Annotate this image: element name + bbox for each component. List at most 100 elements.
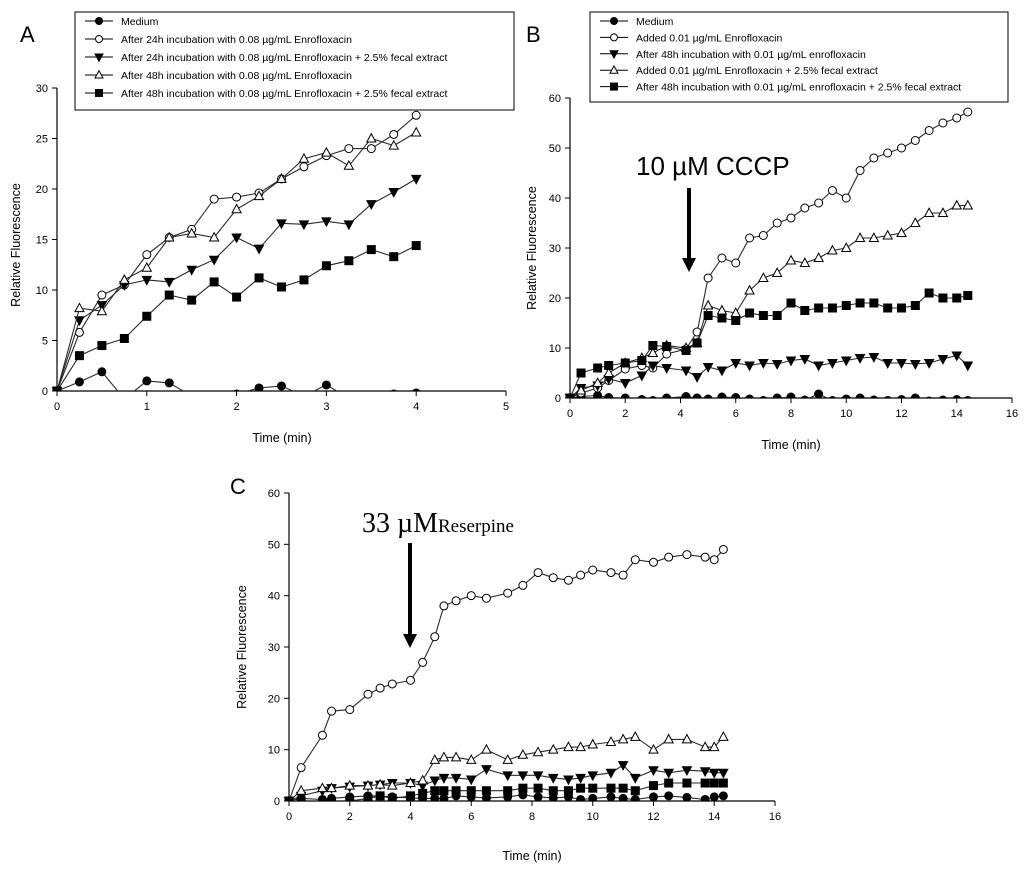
data-point	[466, 786, 476, 796]
data-point	[517, 771, 529, 782]
legend: Medium After 24h incubation with 0.08 µg/…	[74, 11, 515, 111]
data-point	[827, 244, 838, 255]
data-point	[429, 754, 441, 764]
data-point	[410, 174, 422, 185]
series-line	[56, 371, 338, 391]
data-point	[699, 741, 711, 752]
data-point	[343, 220, 355, 231]
y-tick-label: 0	[42, 386, 48, 398]
data-point	[588, 783, 598, 793]
data-point	[786, 298, 796, 308]
legend-entry: Added 0.01 µg/mL Enrofloxacin	[636, 32, 782, 44]
x-tick-label: 4	[413, 401, 419, 413]
data-point	[119, 274, 130, 284]
y-axis-label: Relative Fluorescence	[9, 183, 23, 307]
data-point	[716, 366, 728, 377]
data-point	[254, 383, 264, 391]
data-point	[576, 570, 586, 580]
data-point	[465, 754, 477, 764]
data-point	[681, 733, 693, 744]
legend-marker	[610, 17, 618, 25]
data-point	[321, 146, 332, 157]
data-point	[406, 791, 415, 801]
data-point	[604, 361, 614, 370]
data-point	[232, 192, 242, 202]
data-point	[606, 792, 616, 801]
data-point	[682, 550, 692, 560]
data-point	[925, 396, 933, 398]
series-line	[56, 131, 417, 391]
data-point	[649, 792, 658, 801]
data-point	[661, 364, 673, 374]
x-tick-label: 14	[708, 811, 720, 823]
series-line	[56, 245, 417, 391]
data-point	[681, 346, 691, 355]
data-point	[691, 373, 703, 383]
data-point	[438, 751, 450, 762]
data-point	[909, 217, 921, 227]
data-point	[618, 783, 628, 793]
data-point	[800, 203, 810, 213]
data-point	[344, 256, 354, 266]
data-point	[648, 766, 659, 777]
data-point	[637, 356, 647, 365]
data-point	[232, 292, 242, 302]
data-point	[74, 377, 84, 387]
data-point	[800, 395, 809, 398]
data-point	[365, 132, 377, 143]
data-point	[605, 736, 617, 746]
data-point	[418, 788, 428, 798]
data-point	[709, 792, 719, 801]
data-point	[188, 392, 196, 400]
data-point	[97, 290, 107, 300]
data-point	[276, 219, 287, 230]
y-tick-label: 25	[36, 134, 48, 146]
data-point	[681, 392, 691, 398]
data-point	[708, 741, 720, 752]
legend: Medium Added 0.01 µg/mL Enrofloxacin After…	[589, 11, 1009, 103]
y-tick-label: 10	[549, 343, 561, 355]
data-point	[299, 275, 309, 285]
legend-marker	[94, 53, 104, 63]
data-point	[187, 295, 197, 305]
data-point	[897, 395, 906, 398]
data-point	[503, 588, 513, 598]
series-0	[52, 367, 421, 400]
data-point	[692, 393, 702, 398]
y-tick-label: 60	[549, 93, 561, 105]
legend-entry: Medium	[636, 16, 674, 28]
data-point	[209, 277, 219, 287]
data-point	[363, 689, 373, 699]
data-point	[344, 144, 354, 154]
data-point	[532, 771, 544, 782]
data-point	[299, 162, 309, 172]
x-tick-label: 0	[54, 401, 60, 413]
data-point	[430, 786, 440, 796]
data-point	[366, 144, 376, 154]
data-point	[910, 136, 920, 145]
data-point	[662, 393, 672, 398]
data-point	[375, 683, 385, 693]
data-point	[617, 733, 629, 744]
data-point	[208, 231, 220, 242]
data-point	[630, 555, 640, 565]
data-point	[897, 303, 906, 313]
data-point	[680, 366, 692, 377]
y-axis-label: Relative Fluorescence	[525, 186, 539, 310]
data-point	[412, 388, 421, 391]
x-axis-label: Time (min)	[761, 438, 820, 452]
data-point	[418, 657, 428, 667]
data-point	[963, 107, 973, 117]
data-point	[883, 303, 893, 313]
data-point	[233, 389, 240, 391]
data-point	[547, 743, 559, 754]
data-point	[682, 778, 692, 788]
legend-marker	[610, 33, 618, 42]
data-point	[164, 378, 174, 388]
data-point	[700, 778, 710, 788]
data-point	[718, 791, 728, 801]
data-point	[827, 186, 837, 195]
series-line	[56, 114, 417, 391]
data-point	[868, 353, 880, 363]
data-point	[588, 793, 598, 801]
